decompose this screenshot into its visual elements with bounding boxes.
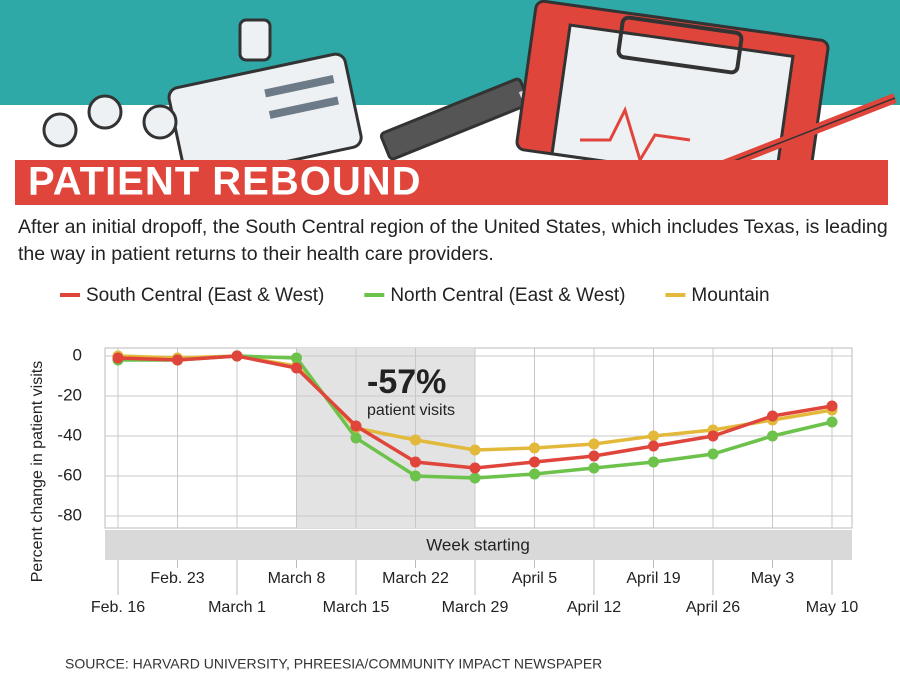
y-tick-label: 0 — [73, 345, 82, 364]
x-tick-label: Feb. 16 — [91, 599, 145, 616]
data-point — [529, 468, 540, 480]
x-tick-label: April 12 — [567, 599, 621, 616]
data-point — [648, 456, 659, 468]
chart-title: PATIENT REBOUND — [28, 160, 422, 204]
annotation-value: -57% — [367, 363, 446, 401]
data-point — [767, 430, 778, 442]
data-point — [291, 362, 302, 374]
x-tick-label: April 26 — [686, 599, 740, 616]
data-point — [707, 430, 719, 442]
data-point — [767, 410, 778, 422]
data-point — [172, 354, 183, 366]
x-tick-label: March 1 — [208, 599, 266, 616]
shaded-period — [296, 348, 475, 528]
data-point — [410, 456, 421, 468]
legend-label: North Central (East & West) — [390, 285, 625, 306]
data-point — [410, 470, 421, 482]
data-point — [529, 442, 540, 454]
x-tick-label: April 19 — [626, 570, 680, 587]
x-axis-label: Week starting — [426, 535, 530, 554]
y-tick-label: -20 — [57, 385, 82, 404]
x-tick-label: Feb. 23 — [150, 570, 204, 587]
x-tick-label: March 22 — [382, 570, 449, 587]
x-label-band — [105, 530, 852, 560]
data-point — [826, 416, 838, 428]
y-axis-label: Percent change in patient visits — [29, 361, 46, 582]
y-tick-label: -40 — [57, 425, 82, 444]
data-point — [410, 434, 421, 446]
legend-label: Mountain — [691, 285, 769, 306]
x-tick-label: March 29 — [442, 599, 509, 616]
x-tick-label: May 3 — [751, 570, 795, 587]
y-tick-label: -60 — [57, 465, 82, 484]
data-point — [291, 352, 302, 364]
data-point — [588, 438, 600, 450]
data-point — [588, 450, 600, 462]
title-banner — [15, 160, 888, 205]
data-point — [469, 462, 481, 474]
source: SOURCE: HARVARD UNIVERSITY, PHREESIA/COM… — [65, 656, 602, 672]
x-tick-label: May 10 — [806, 599, 859, 616]
data-point — [469, 472, 481, 484]
x-tick-label: March 15 — [323, 599, 390, 616]
data-point — [648, 440, 659, 452]
data-point — [648, 430, 659, 442]
plot-area — [104, 347, 853, 529]
data-point — [588, 462, 600, 474]
data-point — [350, 420, 362, 432]
annotation-text: patient visits — [367, 402, 455, 419]
legend-label: South Central (East & West) — [86, 285, 324, 306]
illustration — [42, 0, 897, 191]
subtitle-box: After an initial dropoff, the South Cent… — [18, 216, 888, 265]
data-point — [231, 350, 243, 362]
data-point — [469, 444, 481, 456]
y-tick-label: -80 — [57, 505, 82, 524]
subtitle: After an initial dropoff, the South Cent… — [18, 216, 888, 265]
data-point — [350, 432, 362, 444]
data-point — [826, 400, 838, 412]
x-tick-label: April 5 — [512, 570, 557, 587]
x-tick-label: March 8 — [268, 570, 326, 587]
data-point — [112, 352, 124, 364]
data-point — [529, 456, 540, 468]
data-point — [707, 448, 719, 460]
